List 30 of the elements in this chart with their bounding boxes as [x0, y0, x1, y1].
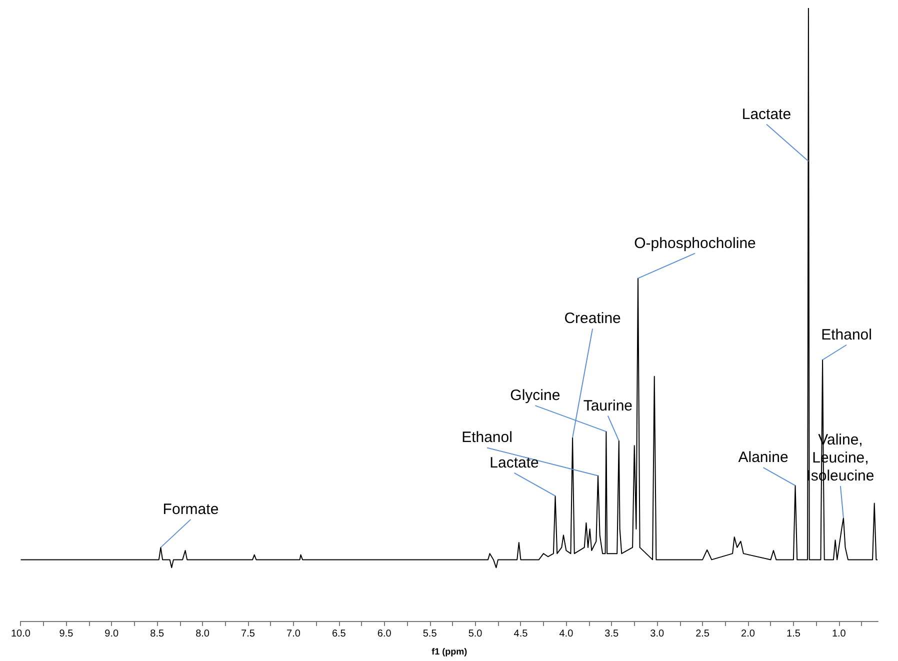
x-tick-label: 3.5 [604, 628, 620, 640]
x-tick-label: 9.5 [59, 628, 74, 640]
x-tick-label: 6.5 [332, 628, 346, 640]
annotation: Formate [162, 500, 219, 518]
x-tick-label: 4.5 [514, 628, 528, 640]
annotation: Ethanol [462, 429, 512, 446]
x-tick-label: 1.5 [786, 628, 801, 640]
x-tick-label: 9.0 [104, 628, 120, 640]
annotation: Lactate [490, 454, 539, 472]
x-tick-label: 3.0 [650, 628, 664, 640]
x-tick-label: 2.5 [696, 628, 710, 640]
x-tick-label: 4.0 [559, 628, 574, 640]
annotation: Ethanol [821, 326, 872, 344]
x-tick-label: 10.0 [10, 628, 31, 640]
x-tick-label: 7.0 [286, 628, 301, 640]
x-tick-label: 5.0 [468, 628, 483, 640]
annotation: Lactate [742, 106, 792, 123]
x-axis-title: f1 (ppm) [432, 646, 468, 656]
x-tick-label: 1.0 [832, 628, 846, 640]
x-tick-label: 7.5 [241, 628, 256, 640]
annotation: Taurine [583, 397, 633, 414]
x-tick-label: 8.0 [196, 628, 210, 640]
annotation: Glycine [510, 387, 560, 404]
x-tick-label: 2.0 [741, 628, 756, 640]
annotation: Alanine [738, 449, 788, 466]
annotation: Creatine [564, 310, 621, 328]
x-tick-label: 8.5 [150, 628, 164, 640]
x-tick-label: 6.0 [377, 628, 392, 640]
annotation: O-phosphocholine [634, 234, 756, 252]
x-tick-label: 5.5 [422, 628, 438, 640]
